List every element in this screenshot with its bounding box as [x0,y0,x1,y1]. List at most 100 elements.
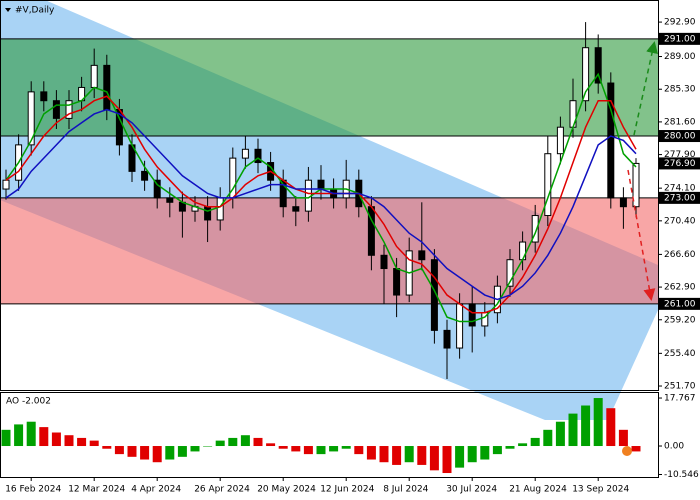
candle-body [519,241,527,261]
ao-bar [606,408,616,447]
ao-bar [140,446,150,460]
y-tick-label: 255.40 [664,349,696,359]
ao-bar [329,446,339,452]
level-label: 291.00 [664,34,696,44]
y-tick-label: -10.546 [664,470,699,480]
ao-bar [39,427,49,447]
ao-bar [593,398,603,447]
ao-bar [165,446,175,460]
x-tick-label: 12 Jun 2024 [320,485,374,495]
candle-body [241,148,249,159]
last-price-label-bg [659,157,700,170]
y-tick-label: 270.40 [664,216,696,226]
candle-body [430,259,438,331]
y-tick-label: 277.90 [664,150,696,160]
ao-bar [77,437,87,447]
chart-title: #V,Daily [15,6,55,16]
y-tick-label: 266.60 [664,250,696,260]
ao-bar [354,446,364,455]
price-panel [1,22,658,379]
x-tick-label: 16 Feb 2024 [5,485,61,495]
candle-body [531,215,539,243]
price-zone [1,38,658,137]
ao-bar [429,446,439,471]
candle-body [65,100,73,119]
ao-bar [253,437,263,447]
ao-bar [505,446,515,449]
ao-bar [568,413,578,447]
ao-bar [114,446,124,455]
ao-bar [404,446,414,463]
candle-body [153,179,161,199]
ao-bar [51,432,61,447]
candle-body [619,197,627,208]
ao-bar [492,446,502,455]
y-tick-label: 281.60 [664,117,696,127]
ao-bar [228,437,238,447]
candle-body [468,303,476,327]
candle-body [418,250,426,261]
ao-bar [618,429,628,447]
ao-bar [379,446,389,463]
ao-bar [291,446,301,452]
level-label: 261.00 [664,299,696,309]
candle-body [204,206,212,221]
ao-bar [455,446,465,468]
x-tick-label: 26 Apr 2024 [194,485,250,495]
level-label-bg [659,32,700,45]
ao-frame [0,392,659,478]
ao-bar [631,446,641,452]
ao-bar [278,446,288,449]
ma-line [5,108,637,301]
y-tick-label: 17.767 [664,394,696,404]
candle-body [292,206,300,212]
y-tick-label: 262.90 [664,283,696,293]
ao-bar [177,446,187,457]
ao-bar [89,440,99,447]
candle-body [141,170,149,181]
candle-body [103,64,111,111]
y-tick-label: 285.30 [664,85,696,95]
ao-bar [581,405,591,447]
ao-bar [392,446,402,465]
candle-body [27,91,35,146]
last-price-label: 276.90 [664,159,696,169]
level-label-bg [659,297,700,310]
ao-bar [152,446,162,463]
candle-body [393,268,401,296]
candle-body [607,82,615,199]
level-label: 273.00 [664,193,696,203]
forecast-arrow-down [627,169,656,301]
price-zone [1,197,658,304]
candle-body [317,179,325,190]
x-tick-label: 20 May 2024 [257,485,316,495]
candle-body [582,47,590,102]
ao-bar [316,446,326,455]
level-label: 280.00 [664,132,696,142]
ao-bar [366,446,376,460]
level-label-bg [659,130,700,143]
candle-body [254,148,262,164]
ao-bar [190,446,200,452]
ao-bar [102,446,112,449]
x-tick-label: 8 Jul 2024 [383,485,428,495]
axes: 292.90 289.00 285.30 281.60 277.90 274.10 270.… [5,18,700,495]
ao-bar [64,435,74,447]
candle-body [594,47,602,84]
ao-bar [1,429,11,447]
y-tick-label: 292.90 [664,18,696,28]
ao-bar [266,443,276,447]
candle-body [52,100,60,119]
y-tick-label: 274.10 [664,184,696,194]
forecast-arrow-up [633,41,658,136]
ao-bar [417,446,427,465]
y-tick-label: 259.20 [664,315,696,325]
candle-body [90,64,98,88]
ao-bar [480,446,490,460]
candle-body [506,259,514,287]
ao-bar [543,429,553,447]
x-tick-label: 4 Apr 2024 [131,485,181,495]
y-tick-label: 0.00 [664,442,684,452]
ao-bar [442,446,452,474]
